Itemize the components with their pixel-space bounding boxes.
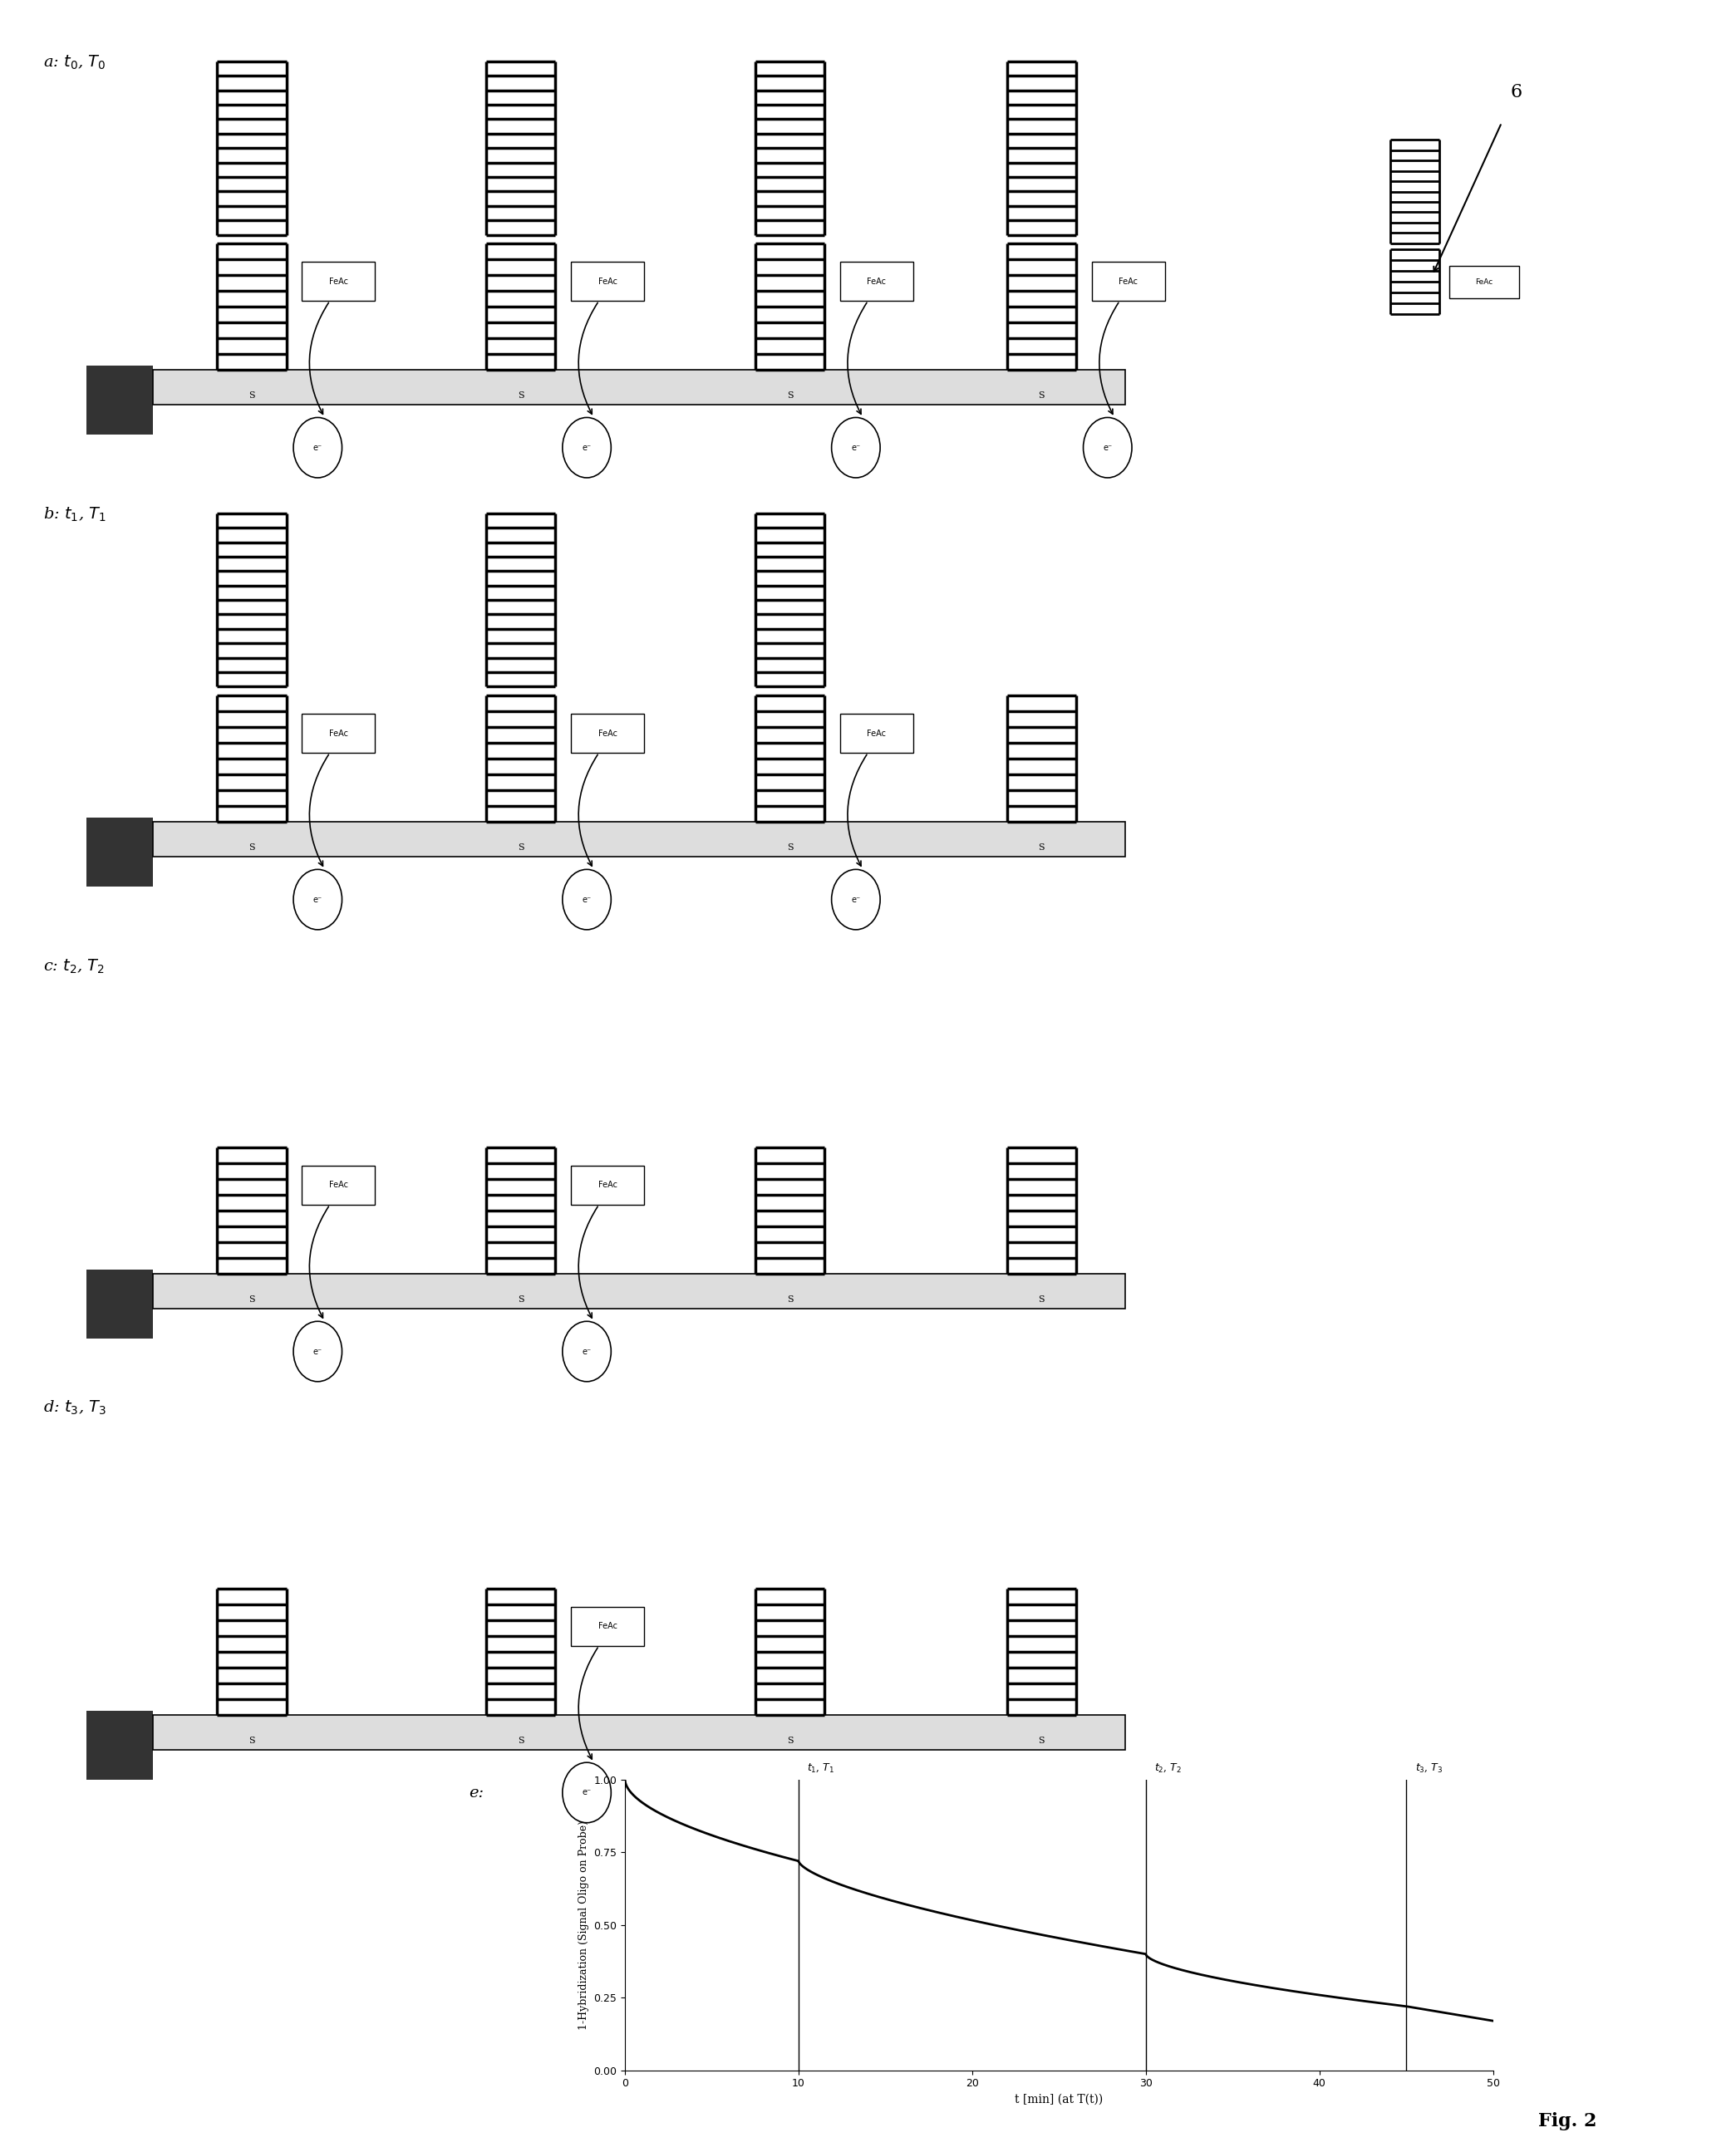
Text: 6: 6 xyxy=(1510,84,1522,101)
Text: e⁻: e⁻ xyxy=(851,443,861,452)
FancyBboxPatch shape xyxy=(571,1608,644,1646)
Bar xyxy=(87,1711,153,1780)
FancyBboxPatch shape xyxy=(302,263,375,301)
Text: FeAc: FeAc xyxy=(1476,278,1493,286)
Circle shape xyxy=(293,869,342,930)
FancyBboxPatch shape xyxy=(302,1166,375,1205)
Text: FeAc: FeAc xyxy=(328,278,349,286)
FancyBboxPatch shape xyxy=(840,714,913,753)
Text: S: S xyxy=(786,1737,793,1745)
Text: S: S xyxy=(517,844,524,852)
Text: e⁻: e⁻ xyxy=(312,443,323,452)
Text: S: S xyxy=(248,1737,255,1745)
Circle shape xyxy=(832,869,880,930)
Text: e⁻: e⁻ xyxy=(582,1347,592,1356)
Text: FeAc: FeAc xyxy=(1118,278,1139,286)
Circle shape xyxy=(562,417,611,478)
Text: S: S xyxy=(248,844,255,852)
Y-axis label: 1-Hybridization (Signal Oligo on Probe): 1-Hybridization (Signal Oligo on Probe) xyxy=(578,1821,589,2029)
Text: e⁻: e⁻ xyxy=(582,1788,592,1797)
Circle shape xyxy=(1083,417,1132,478)
Text: S: S xyxy=(248,1296,255,1304)
Bar xyxy=(153,1715,1125,1750)
Circle shape xyxy=(562,1321,611,1382)
Text: c: $t_2$, $T_2$: c: $t_2$, $T_2$ xyxy=(43,958,104,975)
Text: e⁻: e⁻ xyxy=(312,895,323,904)
Text: $t_3$, $T_3$: $t_3$, $T_3$ xyxy=(1415,1762,1443,1773)
Text: S: S xyxy=(1038,1737,1045,1745)
FancyBboxPatch shape xyxy=(840,263,913,301)
Text: d: $t_3$, $T_3$: d: $t_3$, $T_3$ xyxy=(43,1399,106,1416)
Circle shape xyxy=(562,1762,611,1823)
Text: FeAc: FeAc xyxy=(328,730,349,738)
Text: FeAc: FeAc xyxy=(866,730,887,738)
Text: S: S xyxy=(786,392,793,400)
Bar xyxy=(153,370,1125,405)
Text: FeAc: FeAc xyxy=(866,278,887,286)
Circle shape xyxy=(832,417,880,478)
FancyBboxPatch shape xyxy=(571,263,644,301)
Text: S: S xyxy=(1038,1296,1045,1304)
Text: e⁻: e⁻ xyxy=(851,895,861,904)
Text: e⁻: e⁻ xyxy=(582,443,592,452)
Circle shape xyxy=(293,417,342,478)
FancyBboxPatch shape xyxy=(571,1166,644,1205)
Text: a: $t_0$, $T_0$: a: $t_0$, $T_0$ xyxy=(43,54,106,71)
Text: S: S xyxy=(1038,392,1045,400)
Bar xyxy=(87,366,153,435)
Bar xyxy=(153,1274,1125,1308)
Text: $t_1$, $T_1$: $t_1$, $T_1$ xyxy=(807,1762,835,1773)
Text: $t_2$, $T_2$: $t_2$, $T_2$ xyxy=(1154,1762,1182,1773)
Text: S: S xyxy=(786,844,793,852)
Text: e:: e: xyxy=(469,1786,484,1801)
Text: FeAc: FeAc xyxy=(597,278,618,286)
Circle shape xyxy=(293,1321,342,1382)
Text: S: S xyxy=(517,392,524,400)
Text: b: $t_1$, $T_1$: b: $t_1$, $T_1$ xyxy=(43,506,106,523)
Bar xyxy=(87,1270,153,1339)
X-axis label: t [min] (at T(t)): t [min] (at T(t)) xyxy=(1016,2094,1102,2105)
FancyBboxPatch shape xyxy=(302,714,375,753)
FancyBboxPatch shape xyxy=(571,714,644,753)
Text: S: S xyxy=(248,392,255,400)
Bar xyxy=(87,818,153,887)
Text: e⁻: e⁻ xyxy=(1102,443,1113,452)
Text: S: S xyxy=(517,1737,524,1745)
Text: FeAc: FeAc xyxy=(597,1181,618,1190)
Text: Fig. 2: Fig. 2 xyxy=(1538,2113,1597,2130)
Text: S: S xyxy=(517,1296,524,1304)
FancyBboxPatch shape xyxy=(1092,263,1165,301)
Text: FeAc: FeAc xyxy=(597,1623,618,1631)
Text: e⁻: e⁻ xyxy=(312,1347,323,1356)
FancyBboxPatch shape xyxy=(1450,265,1519,297)
Circle shape xyxy=(562,869,611,930)
Text: e⁻: e⁻ xyxy=(582,895,592,904)
Text: S: S xyxy=(786,1296,793,1304)
Bar xyxy=(153,822,1125,856)
Text: FeAc: FeAc xyxy=(597,730,618,738)
Text: S: S xyxy=(1038,844,1045,852)
Text: FeAc: FeAc xyxy=(328,1181,349,1190)
